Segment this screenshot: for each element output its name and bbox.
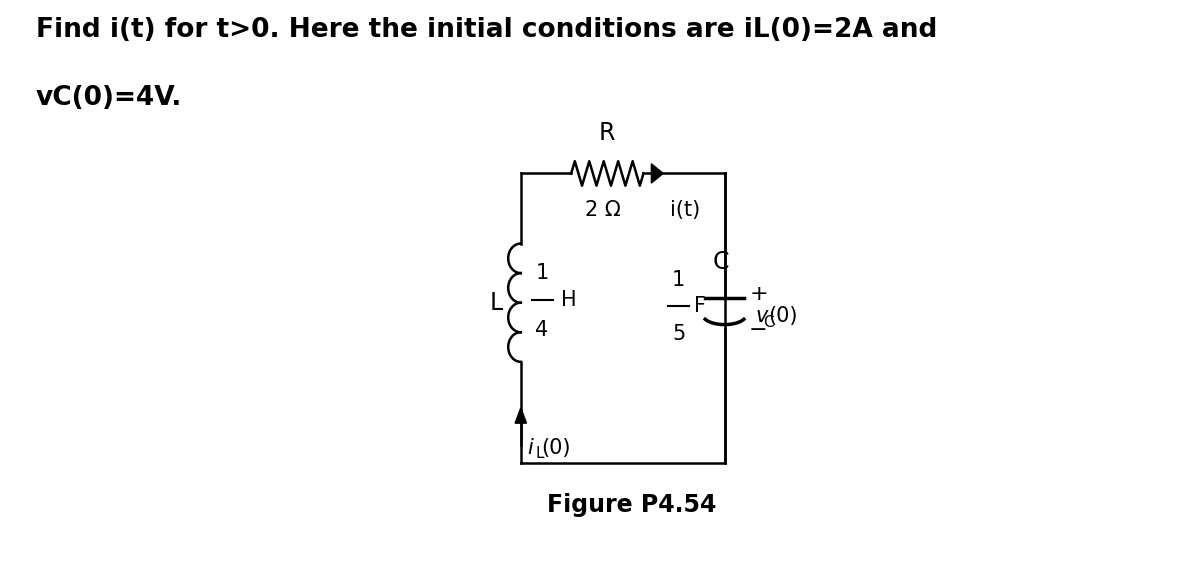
- Text: F: F: [694, 296, 706, 316]
- Polygon shape: [652, 164, 664, 183]
- Text: 4: 4: [535, 320, 548, 340]
- Text: H: H: [562, 291, 577, 311]
- Text: 2 Ω: 2 Ω: [586, 200, 620, 220]
- Text: 1: 1: [535, 263, 548, 283]
- Polygon shape: [515, 408, 527, 423]
- Text: 1: 1: [672, 270, 685, 290]
- Text: 5: 5: [672, 324, 685, 344]
- Text: vC(0)=4V.: vC(0)=4V.: [36, 85, 182, 112]
- Text: i: i: [527, 439, 533, 459]
- Text: v: v: [755, 306, 768, 326]
- Text: L: L: [490, 291, 503, 315]
- Text: i(t): i(t): [670, 200, 700, 220]
- Text: C: C: [763, 315, 774, 330]
- Text: L: L: [535, 447, 544, 461]
- Text: (0): (0): [768, 306, 798, 326]
- Text: Figure P4.54: Figure P4.54: [547, 493, 716, 517]
- Text: R: R: [599, 121, 616, 145]
- Text: Find i(t) for t>0. Here the initial conditions are iL(0)=2A and: Find i(t) for t>0. Here the initial cond…: [36, 17, 937, 43]
- Text: C: C: [713, 250, 730, 274]
- Text: (0): (0): [541, 439, 571, 459]
- Text: +: +: [750, 284, 768, 304]
- Text: −: −: [749, 320, 767, 340]
